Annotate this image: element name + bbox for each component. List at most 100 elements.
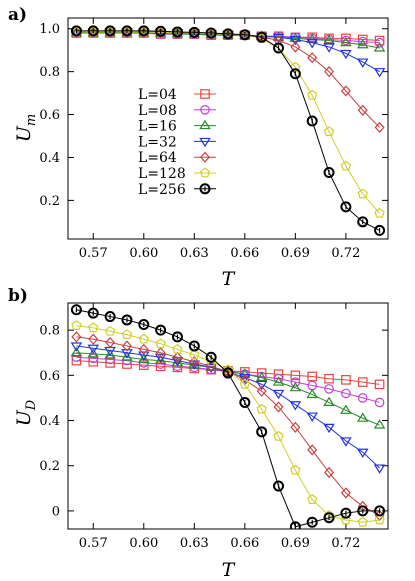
panel-a-data-point [374,37,385,48]
panel-b-xtick-label: 0.60 [129,536,158,551]
legend-marker [200,89,210,99]
panel-b-data-point [205,351,217,363]
panel-b-data-point [189,349,200,360]
panel-b-data-point [272,389,285,400]
panel-b-data-point [324,466,335,479]
panel-b-data-point [307,444,318,456]
panel-a-data-point [357,36,368,47]
panel-a-data-point [324,66,335,78]
panel-a-series-line [76,31,380,214]
legend-label: L=64 [138,150,177,166]
panel-a-data-point [340,85,351,97]
panel-b-data-point [70,342,83,352]
panel-b-data-point [273,480,285,492]
panel-b-data-point [374,397,385,408]
panel-b-data-point [340,514,352,525]
panel-b-data-point [71,331,82,343]
panel-a-ytick-label: 0.4 [39,151,60,166]
legend-label: L=32 [138,134,177,150]
panel-a-data-point [306,115,318,127]
panel-b-data-point [189,356,200,368]
legend-label: L=04 [138,87,177,103]
panel-b-data-point [340,404,352,414]
panel-b-xtick-label: 0.66 [230,536,259,551]
panel-b-data-point [356,412,369,422]
panel-b-data-point [374,505,386,517]
panel-a-label: a) [8,5,27,25]
panel-b-data-point [340,507,352,519]
panel-a-data-point [273,34,284,47]
panel-a-data-point [357,216,369,228]
panel-a-ylabel: Um [13,114,39,142]
panel-b-data-point [290,377,301,387]
panel-a-xtick-label: 0.66 [230,246,259,261]
panel-b-xtick-label: 0.57 [79,536,108,551]
panel-b-ytick-label: 0.2 [39,459,60,474]
panel-b-data-point [341,375,351,385]
legend-marker [199,167,211,178]
panel-a-data-point [356,38,369,49]
panel-a-data-point [323,126,335,137]
panel-b-data-point [306,412,318,422]
panel-b-ytick-label: 0.4 [39,414,60,429]
panel-b-series-line [76,309,380,528]
panel-b-data-point [373,464,386,474]
panel-a-data-point [289,32,302,42]
panel-b-data-point [255,371,268,382]
panel-a-plot-area: 0.57 0.60 0.63 0.66 0.69 0.72 0.2 0.4 0.6 0.8 1.0 [39,17,389,261]
panel-b-plot-area: 0.57 0.60 0.63 0.66 0.69 0.72 0 0.2 0.4 0.6 0.8 [39,302,389,551]
legend-marker [199,119,211,130]
panel-b-data-point [104,325,116,336]
panel-b-data-point [323,396,335,406]
panel-a-series-line [76,30,380,231]
panel-b-data-point [323,423,335,434]
panel-a-series-line [76,31,380,128]
panel-b-data-point [138,351,150,361]
panel-a-xtick-label: 0.60 [129,246,158,261]
legend-entry: L=08 [138,103,216,119]
panel-a-axes-frame [67,17,389,240]
panel-b-data-point [121,329,133,340]
panel-b-ylabel: UD [13,399,39,426]
panel-b-data-point [273,401,284,413]
panel-a-ytick-label: 0.6 [39,108,60,123]
panel-a-data-point [121,25,133,37]
panel-a-data-point [307,89,318,100]
panel-b-data-point [357,377,368,387]
panel-a-ytick-label: 1.0 [39,22,60,37]
panel-b-data-point [273,430,284,441]
legend-label: L=128 [138,166,186,182]
panel-a-data-point [307,52,318,64]
panel-b-data-point [121,340,132,352]
legend-marker [199,183,211,195]
panel-b-label: b) [8,286,28,306]
panel-b-data-point [356,448,369,459]
panel-b-data-point [324,384,334,394]
panel-b: b) UD T 0.57 0.60 0.63 0.66 0.69 0.7200.20.40… [8,286,389,581]
panel-a-data-point [373,68,386,78]
panel-a-ytick-label: 0.2 [39,194,60,209]
panel-a-data-point [205,27,217,39]
panel-b-data-point [138,343,149,355]
legend-label: L=16 [138,119,177,135]
panel-a-xtick-label: 0.63 [180,246,209,261]
legend-marker [199,151,211,163]
panel-b-data-point [239,396,251,408]
panel-b-data-point [138,318,150,330]
panel-a-data-point [289,35,302,46]
panel-b-data-point [290,464,301,475]
panel-b-axes-frame [67,302,389,530]
panel-b-series-l256 [70,304,386,529]
panel-b-data-point [374,379,385,390]
legend-label: L=256 [138,182,186,198]
panel-a-xtick-label: 0.69 [281,246,310,261]
panel-b-series-l08 [71,352,385,408]
panel-b-data-point [306,516,318,528]
panel-b-data-point [289,381,302,392]
legend-entry: L=128 [138,166,216,182]
panel-b-data-point [71,355,82,366]
panel-b-data-point [188,340,200,352]
panel-b-data-point [255,380,268,391]
panel-a-data-point [222,28,234,40]
panel-b-data-point [256,385,267,397]
